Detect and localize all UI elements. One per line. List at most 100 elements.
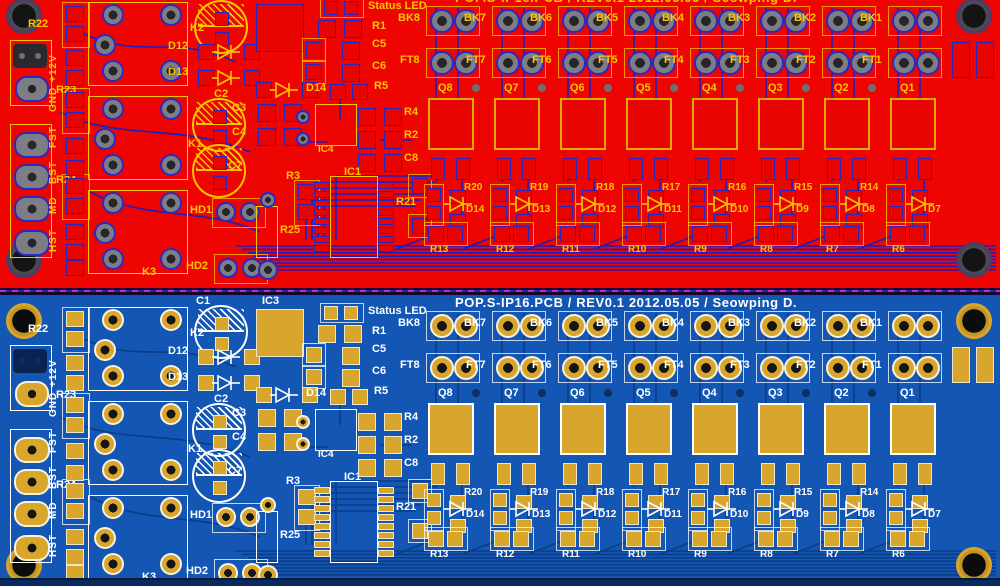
channel-bk-label: BK5 xyxy=(596,317,619,329)
rbot-outline xyxy=(886,222,930,246)
via xyxy=(670,389,678,397)
ft-pad-outline xyxy=(756,353,810,383)
smd-pad xyxy=(358,108,376,126)
ic1-pin xyxy=(314,182,330,189)
smd-pad xyxy=(823,493,837,507)
q-leg-pad xyxy=(918,463,932,485)
mounting-hole-3 xyxy=(956,242,992,278)
ic1-pin xyxy=(378,227,394,234)
label-plus12v: +12V xyxy=(48,54,59,82)
q-tab-pad xyxy=(428,98,474,150)
bk-pad xyxy=(520,9,544,33)
channel-ft-label: FT6 xyxy=(532,54,552,66)
ft-pad xyxy=(520,51,544,75)
channel-q-label: Q1 xyxy=(900,387,915,399)
bk-pad xyxy=(694,314,718,338)
connector-pad xyxy=(14,535,50,561)
edge-pad xyxy=(976,347,994,383)
bk-pad-outline xyxy=(756,6,810,36)
channel-ft-label: FT7 xyxy=(466,359,486,371)
channel-bk-label: BK8 xyxy=(398,317,421,329)
resistor-outline xyxy=(820,184,840,226)
resistor-outline xyxy=(62,2,90,48)
board-bottom-edge xyxy=(0,578,1000,586)
ft-pad-outline xyxy=(690,48,744,78)
hd-pad xyxy=(218,563,238,578)
channel-bk-label: BK6 xyxy=(530,12,553,24)
channel-rtop-label: R15 xyxy=(794,182,813,193)
channel-ft-label: FT2 xyxy=(796,359,816,371)
channel-bk-label: BK7 xyxy=(464,12,487,24)
diode-symbol xyxy=(708,499,738,519)
smd-pad xyxy=(626,226,642,242)
ic1-pin xyxy=(314,227,330,234)
q-tab-pad xyxy=(824,98,870,150)
smd-pad xyxy=(66,244,84,260)
channel-rbot-label: R10 xyxy=(628,244,647,255)
ft-pad-outline xyxy=(492,48,546,78)
ic1-pin xyxy=(378,218,394,225)
smd-pad xyxy=(427,493,441,507)
ic1-pin xyxy=(314,236,330,243)
channel-d-label: D9 xyxy=(796,204,809,215)
channel-rbot-label: R11 xyxy=(562,549,580,560)
ic1-pin xyxy=(378,505,394,512)
ic1-pin xyxy=(314,550,330,557)
rbot-outline xyxy=(490,527,534,551)
smd-pad xyxy=(66,260,84,276)
bk-pad xyxy=(496,314,520,338)
label-r5: R5 xyxy=(374,385,389,397)
label-r2: R2 xyxy=(404,434,419,446)
pin-hole xyxy=(19,53,25,59)
cap-outline xyxy=(302,343,326,367)
rbot-outline xyxy=(886,527,930,551)
smd-pad xyxy=(579,226,595,242)
smd-pad xyxy=(302,82,318,98)
smd-pad xyxy=(344,1,358,15)
ft-pad xyxy=(694,356,718,380)
smd-pad xyxy=(306,42,322,58)
relay-pad xyxy=(94,339,116,361)
label-r25: R25 xyxy=(280,529,301,541)
bk-pad-outline xyxy=(426,6,480,36)
bk-pad-outline xyxy=(756,311,810,341)
channel-d-label: D9 xyxy=(796,509,809,520)
label-c2: C2 xyxy=(214,88,229,100)
ft-pad xyxy=(826,51,850,75)
bk-pad xyxy=(826,9,850,33)
label-c3: C3 xyxy=(232,102,247,114)
label-md: MD xyxy=(48,501,59,519)
smd-pad xyxy=(358,413,376,431)
ft-pad xyxy=(454,51,478,75)
smd-pad xyxy=(493,188,507,202)
smd-pad xyxy=(352,389,368,405)
ic1-pin xyxy=(314,541,330,548)
bk-pad-outline xyxy=(624,311,678,341)
channel-d-label: D10 xyxy=(730,509,749,520)
label-d14: D14 xyxy=(306,387,327,399)
via xyxy=(296,437,310,451)
bk-pad xyxy=(784,314,808,338)
label-c8: C8 xyxy=(404,152,419,164)
channel-bk-label: BK1 xyxy=(860,12,883,24)
label-r22: R22 xyxy=(28,323,49,335)
cap-pad xyxy=(215,337,229,351)
label-hd2: HD2 xyxy=(186,260,209,272)
resistor-outline xyxy=(490,184,510,226)
ft-pad-outline xyxy=(822,48,876,78)
cap-outline xyxy=(302,38,326,62)
ft-pad xyxy=(586,51,610,75)
smd-pad xyxy=(66,6,84,22)
cap-pad xyxy=(213,110,227,124)
channel-bk-label: BK4 xyxy=(662,317,685,329)
rbot-outline xyxy=(820,527,864,551)
ft-pad xyxy=(718,51,742,75)
label-ic3: IC3 xyxy=(262,295,280,307)
diode-symbol xyxy=(906,194,936,214)
smd-pad xyxy=(352,84,368,100)
smd-pad xyxy=(66,311,84,327)
smd-pad xyxy=(330,84,346,100)
relay-outline-0 xyxy=(88,307,188,391)
label-hst: HST xyxy=(48,229,59,252)
via xyxy=(868,389,876,397)
